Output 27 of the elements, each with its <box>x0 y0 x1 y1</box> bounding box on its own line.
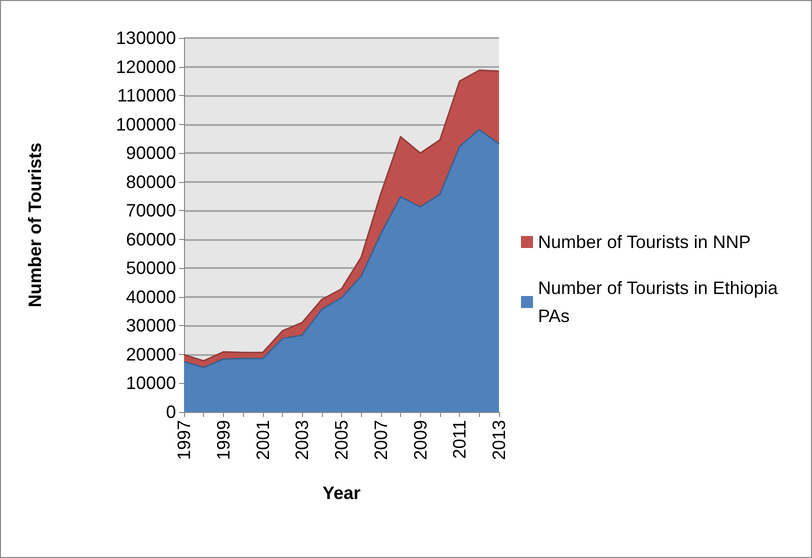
y-tick-label: 110000 <box>117 86 176 106</box>
y-tick-label: 130000 <box>116 28 176 48</box>
y-tick-label: 10000 <box>126 373 176 394</box>
y-tick-label: 30000 <box>126 316 176 336</box>
x-tick-label: 2003 <box>292 420 312 460</box>
x-axis-title: Year <box>322 483 361 503</box>
x-tick-label: 2007 <box>370 420 391 460</box>
y-tick-label: 40000 <box>126 286 176 307</box>
y-tick-label: 50000 <box>126 258 176 278</box>
y-axis-title: Number of Tourists <box>25 142 45 308</box>
x-tick-label: 2005 <box>332 420 352 460</box>
y-tick-label: 70000 <box>126 200 176 221</box>
y-tick-label: 0 <box>166 402 176 422</box>
y-tick-label: 120000 <box>116 56 176 77</box>
x-tick-label: 2013 <box>489 420 509 460</box>
legend-label: Number of Tourists in NNP <box>538 232 751 252</box>
y-tick-label: 90000 <box>126 143 176 164</box>
x-tick-label: 1999 <box>213 420 234 460</box>
x-tick-label: 2001 <box>252 420 273 460</box>
y-tick-label: 80000 <box>126 172 176 192</box>
y-tick-label: 20000 <box>126 344 176 364</box>
x-tick-label: 1997 <box>174 420 194 460</box>
y-tick-label: 60000 <box>126 229 176 250</box>
x-tick-label: 2011 <box>450 420 470 459</box>
legend-label: Number of Tourists in Ethiopia PAs <box>538 278 783 326</box>
y-tick-label: 100000 <box>116 114 176 134</box>
x-tick-label: 2009 <box>410 420 430 460</box>
